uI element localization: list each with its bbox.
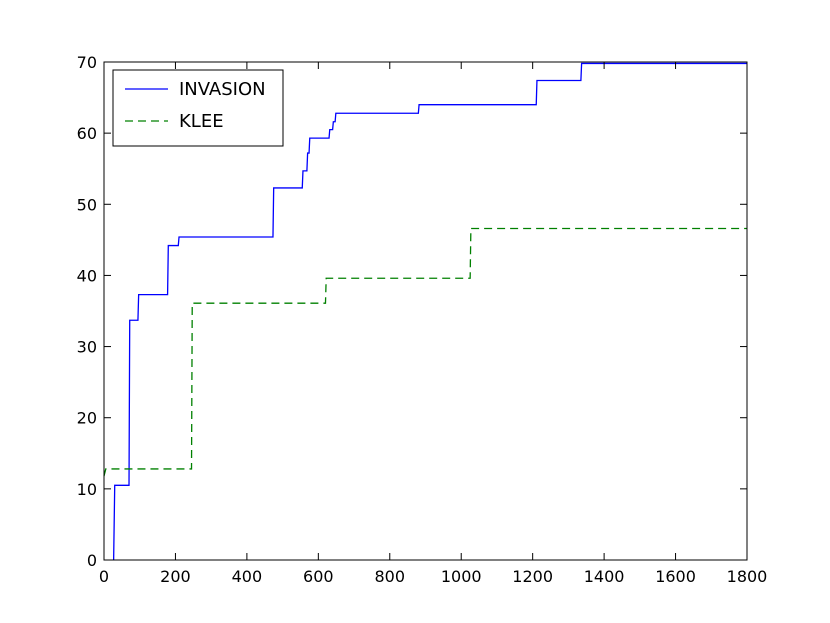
plot-area-frame (103, 61, 748, 561)
x-tick-label: 600 (303, 567, 334, 586)
y-tick-label: 70 (77, 53, 97, 72)
ticks-layer: 0 200 400 600 800 1000 1200 1400 1600 1800 0 10 20 30… (77, 53, 768, 586)
series-line-klee (103, 227, 747, 477)
x-tick-label: 400 (232, 567, 263, 586)
x-tick-label: 1800 (727, 567, 768, 586)
legend-box (112, 69, 284, 147)
series-layer (103, 62, 747, 561)
x-tick-label: 0 (99, 567, 109, 586)
y-tick-label: 50 (77, 195, 97, 214)
y-tick-label: 20 (77, 409, 97, 428)
y-tick-label: 60 (77, 124, 97, 143)
x-tick-label: 1400 (584, 567, 625, 586)
y-tick-label: 0 (87, 551, 97, 570)
y-tick-label: 40 (77, 266, 97, 285)
legend: INVASION KLEE (112, 69, 284, 147)
y-tick-label: 30 (77, 338, 97, 357)
x-tick-label: 1200 (512, 567, 553, 586)
x-tick-label: 1000 (441, 567, 482, 586)
series-line-invasion (112, 62, 747, 561)
x-tick-label: 200 (160, 567, 191, 586)
x-tick-label: 1600 (655, 567, 696, 586)
x-tick-label: 800 (375, 567, 406, 586)
legend-label-klee: KLEE (179, 111, 224, 132)
legend-label-invasion: INVASION (179, 79, 266, 100)
y-tick-label: 10 (77, 480, 97, 499)
